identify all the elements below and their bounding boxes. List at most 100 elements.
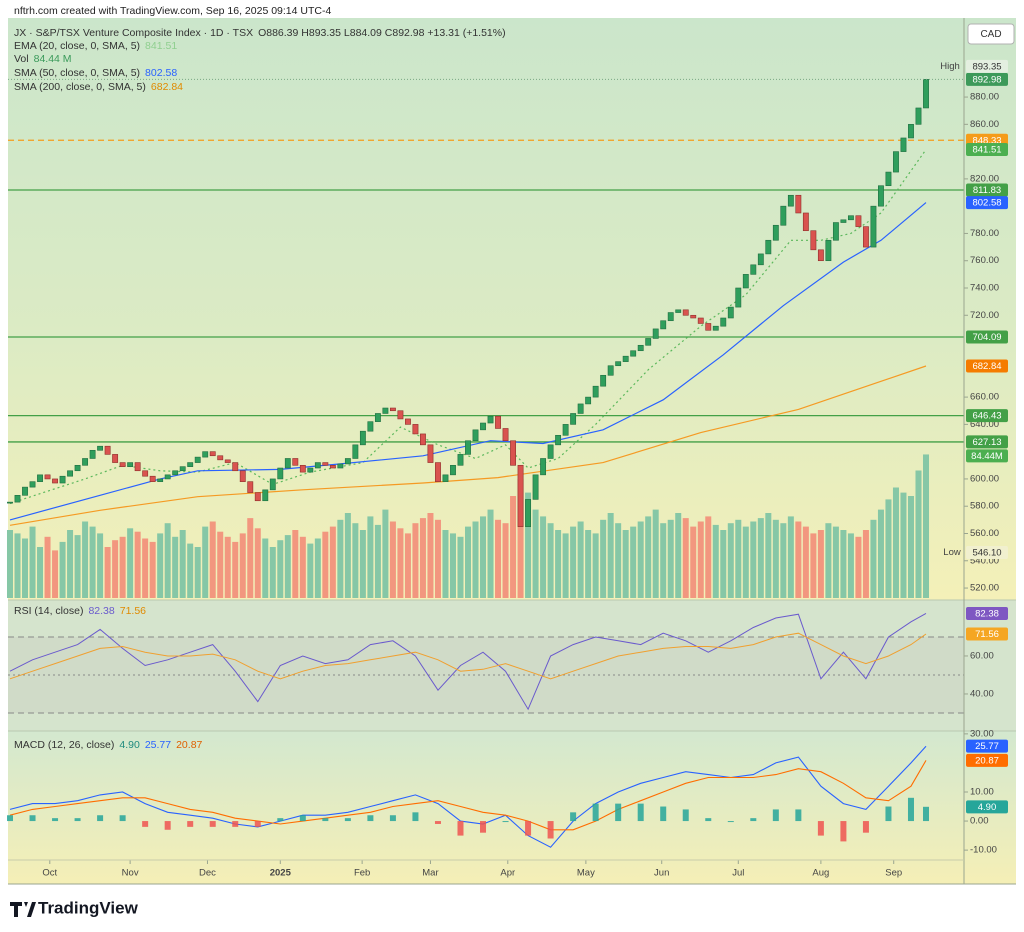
- macd-histogram-bar: [682, 809, 689, 822]
- candle: [277, 467, 284, 480]
- rsi-band: [8, 636, 964, 713]
- candle: [450, 464, 456, 476]
- macd-histogram-bar: [142, 821, 149, 827]
- moving-average-badge: [966, 359, 1008, 373]
- volume-bar: [825, 523, 832, 598]
- y-tick-label: 560.00: [970, 528, 999, 539]
- x-tick-label: Oct: [42, 868, 57, 879]
- level-badge-label: 627.13: [972, 437, 1001, 448]
- volume-badge: [966, 449, 1008, 463]
- candle: [389, 407, 396, 412]
- volume-bar: [705, 516, 712, 598]
- macd-histogram-bar: [750, 818, 757, 822]
- moving-average-badge: [966, 143, 1008, 157]
- candle: [202, 451, 209, 458]
- volume-bar: [750, 521, 757, 598]
- candle: [262, 489, 269, 502]
- y-tick-label: 0.00: [970, 816, 989, 827]
- level-badge-label: 811.83: [973, 185, 1001, 196]
- high-badge: [966, 59, 1008, 73]
- volume-bar: [277, 540, 284, 598]
- y-tick-label: 540.00: [970, 555, 999, 566]
- candle: [74, 464, 81, 472]
- candle: [765, 239, 772, 255]
- y-tick-label: 10.00: [970, 787, 994, 798]
- low-badge-label: 546.10: [972, 547, 1001, 558]
- macd-histogram-bar: [817, 821, 824, 836]
- x-tick-label: Sep: [885, 868, 902, 879]
- macd-histogram-badge-label: 4.90: [978, 802, 997, 813]
- legend-value: 4.90: [119, 739, 140, 751]
- volume-bar: [344, 513, 351, 598]
- legend-name: Vol: [14, 53, 29, 65]
- candle: [29, 481, 36, 488]
- candle: [187, 462, 194, 467]
- candle: [780, 205, 787, 226]
- volume-bar: [427, 513, 434, 598]
- y-tick-label: 860.00: [970, 119, 999, 130]
- y-tick-label: -10.00: [970, 845, 997, 856]
- candle: [562, 424, 569, 436]
- volume-bar: [262, 538, 269, 598]
- candle: [720, 317, 727, 327]
- volume-bar: [52, 550, 59, 598]
- macd-histogram-bar: [277, 818, 284, 822]
- rsi-badge: [966, 627, 1008, 641]
- candle: [157, 478, 164, 482]
- volume-bar: [292, 530, 299, 598]
- volume-bar: [142, 538, 149, 598]
- volume-bar: [637, 521, 644, 598]
- volume-bar: [329, 526, 336, 598]
- volume-bar: [194, 547, 201, 598]
- rsi-badge-label: 82.38: [975, 608, 999, 619]
- volume-bar: [164, 523, 171, 598]
- rsi-title: RSI (14, close): [14, 605, 83, 617]
- ohlc-values: O886.39 H893.35 L884.09 C892.98 +13.31 (…: [258, 27, 506, 39]
- candle: [517, 464, 524, 527]
- volume-bar: [862, 530, 869, 598]
- y-tick-label: 40.00: [970, 688, 994, 699]
- currency-button[interactable]: [967, 23, 1015, 45]
- candle: [82, 458, 89, 466]
- volume-bar: [682, 518, 689, 598]
- candle: [540, 458, 547, 476]
- volume-bar: [367, 516, 374, 598]
- candle: [908, 124, 914, 139]
- volume-bar: [119, 536, 126, 598]
- volume-bar: [472, 521, 479, 598]
- candle: [645, 338, 652, 346]
- volume-bar: [855, 536, 862, 598]
- candle: [487, 415, 494, 424]
- high-badge-label: 893.35: [972, 61, 1001, 72]
- macd-histogram-bar: [862, 821, 869, 833]
- volume-bar: [885, 499, 892, 598]
- legend-value: 82.38: [88, 605, 114, 617]
- macd-line: [9, 745, 927, 848]
- low-label: Low: [943, 547, 961, 558]
- candle: [217, 455, 224, 461]
- x-tick-label: Mar: [422, 868, 438, 879]
- volume-bar: [532, 509, 539, 598]
- volume-bar: [480, 516, 487, 598]
- macd-badge-label: 20.87: [975, 755, 999, 766]
- y-tick-label: 600.00: [970, 473, 999, 484]
- macd-panel-background: [8, 731, 1016, 884]
- moving-average-badge-label: 841.51: [972, 145, 1001, 156]
- volume-bar: [510, 496, 517, 598]
- volume-bar: [735, 519, 742, 598]
- volume-bar: [464, 526, 472, 598]
- candle: [690, 314, 697, 319]
- level-badge: [966, 409, 1008, 423]
- y-tick-label: 740.00: [970, 283, 999, 294]
- volume-badge-label: 84.44M: [971, 451, 1003, 462]
- volume-bar: [82, 521, 89, 598]
- candle: [592, 385, 599, 398]
- volume-bar: [667, 519, 674, 598]
- candle: [742, 274, 749, 289]
- logo-text: TradingView: [38, 898, 139, 917]
- volume-bar: [915, 470, 922, 598]
- candle: [247, 481, 254, 493]
- macd-histogram-bar: [209, 821, 216, 827]
- currency-label[interactable]: CAD: [980, 29, 1001, 40]
